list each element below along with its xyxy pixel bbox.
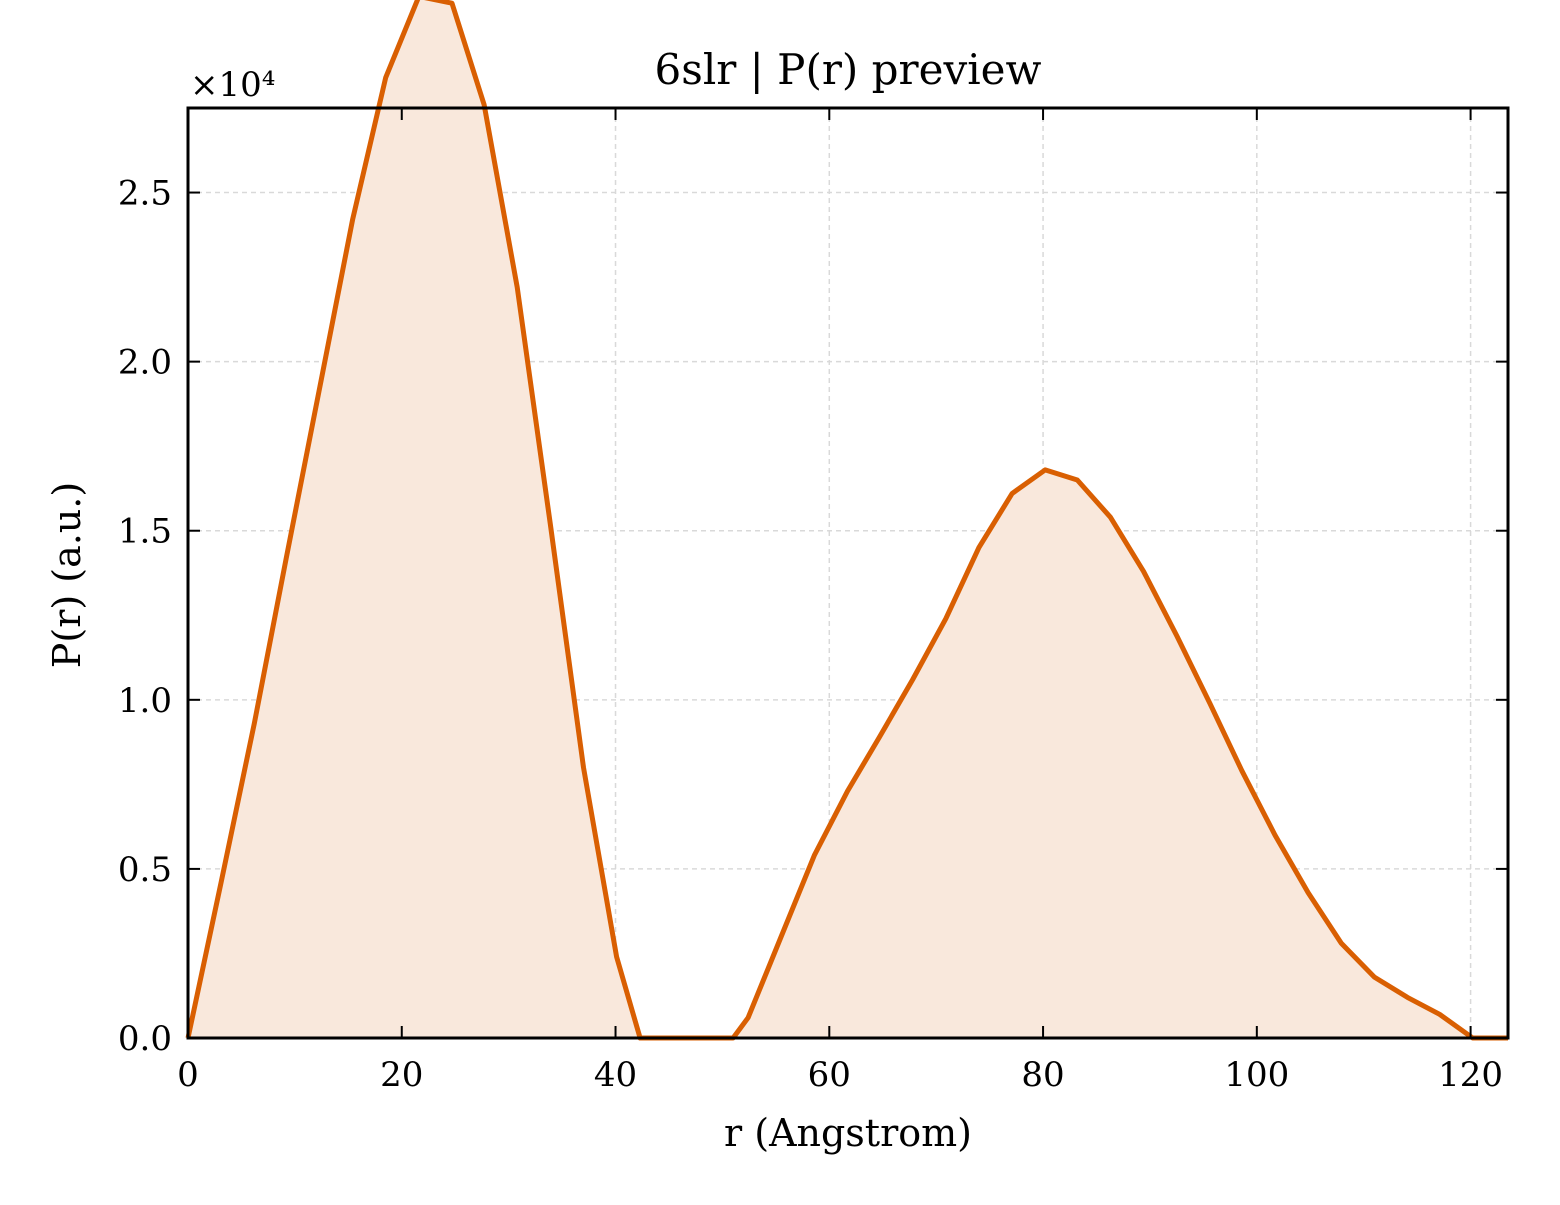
y-tick-label: 1.0 — [118, 681, 172, 721]
x-tick-label: 60 — [808, 1055, 851, 1095]
chart-title: 6slr | P(r) preview — [655, 45, 1042, 94]
x-tick-label: 100 — [1224, 1055, 1289, 1095]
y-tick-label: 0.0 — [118, 1019, 172, 1059]
x-tick-label: 80 — [1021, 1055, 1064, 1095]
y-tick-label: 2.0 — [118, 343, 172, 383]
y-tick-label: 2.5 — [118, 174, 172, 214]
x-axis-label: r (Angstrom) — [724, 1111, 972, 1155]
x-tick-label: 0 — [177, 1055, 199, 1095]
y-tick-label: 1.5 — [118, 512, 172, 552]
x-tick-label: 40 — [594, 1055, 637, 1095]
y-multiplier-label: ×10⁴ — [190, 65, 275, 105]
x-tick-label: 20 — [380, 1055, 423, 1095]
y-axis-label: P(r) (a.u.) — [45, 482, 89, 668]
y-tick-label: 0.5 — [118, 850, 172, 890]
x-tick-label: 120 — [1438, 1055, 1503, 1095]
